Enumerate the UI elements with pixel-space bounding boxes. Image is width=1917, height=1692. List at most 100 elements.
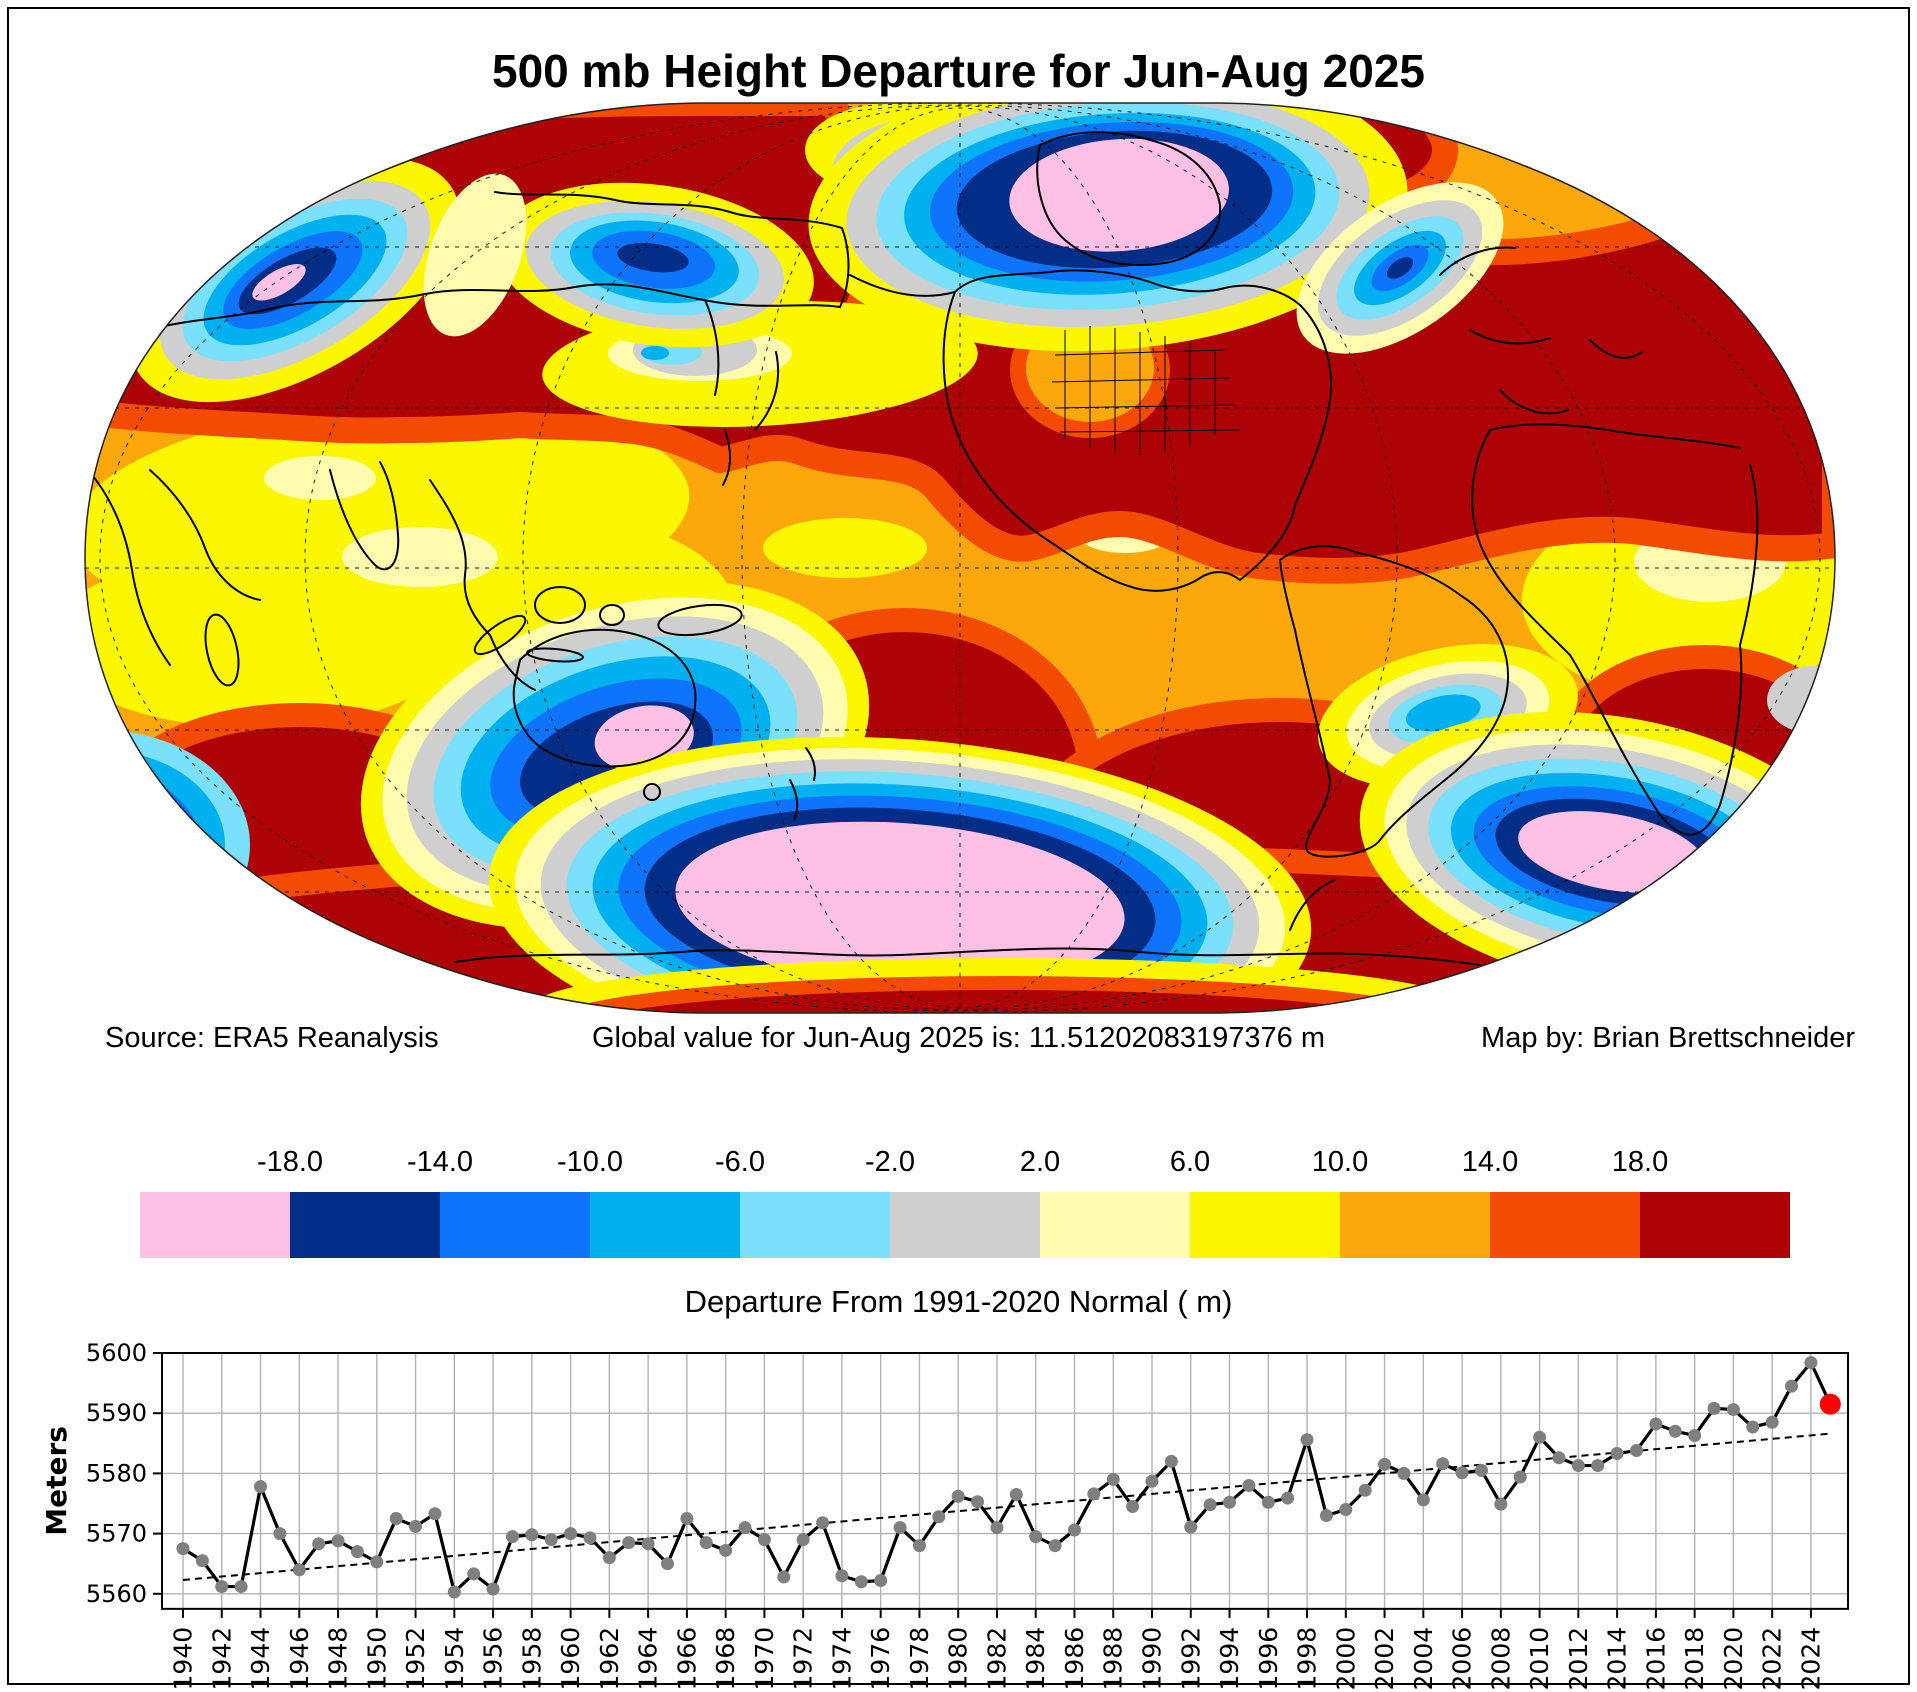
colorbar xyxy=(140,1192,1790,1258)
colorbar-tick: -6.0 xyxy=(715,1146,765,1178)
data-point xyxy=(1746,1420,1760,1434)
data-point xyxy=(1358,1483,1372,1497)
x-tick-label: 2024 xyxy=(1796,1627,1825,1691)
data-point xyxy=(525,1528,539,1542)
data-point xyxy=(971,1495,985,1509)
data-point xyxy=(1164,1454,1178,1468)
source-label: Source: ERA5 Reanalysis xyxy=(105,1022,439,1054)
colorbar-tick: -18.0 xyxy=(256,1146,324,1178)
data-point xyxy=(486,1582,500,1596)
projection-outline xyxy=(84,102,1836,1014)
highlight-point-2025 xyxy=(1819,1393,1841,1415)
colorbar-tick: 18.0 xyxy=(1611,1146,1669,1178)
data-point xyxy=(912,1539,926,1553)
data-point xyxy=(1455,1466,1469,1480)
x-tick-label: 2004 xyxy=(1409,1627,1438,1691)
data-point xyxy=(1649,1417,1663,1431)
data-point xyxy=(1726,1403,1740,1417)
page-title: 500 mb Height Departure for Jun-Aug 2025 xyxy=(492,45,1425,97)
data-point xyxy=(1339,1503,1353,1517)
x-tick-label: 1980 xyxy=(944,1627,973,1691)
data-point xyxy=(796,1533,810,1547)
x-tick-label: 2010 xyxy=(1525,1627,1554,1691)
colorbar-tick: 2.0 xyxy=(1019,1146,1061,1178)
data-point xyxy=(1474,1463,1488,1477)
x-tick-label: 1942 xyxy=(207,1627,236,1691)
y-tick-label: 5600 xyxy=(86,1339,147,1367)
data-point xyxy=(1707,1401,1721,1415)
x-tick-label: 2022 xyxy=(1758,1627,1787,1691)
data-point xyxy=(854,1575,868,1589)
data-point xyxy=(1087,1487,1101,1501)
data-point xyxy=(719,1543,733,1557)
data-point xyxy=(331,1534,345,1548)
x-tick-label: 2014 xyxy=(1603,1627,1632,1691)
pools-gap-pale xyxy=(423,173,527,337)
data-point xyxy=(564,1527,578,1541)
data-point xyxy=(1494,1497,1508,1511)
x-tick-label: 1966 xyxy=(672,1627,701,1691)
x-tick-label: 1960 xyxy=(556,1627,585,1691)
graticule xyxy=(85,103,1835,1013)
x-tick-label: 1996 xyxy=(1254,1627,1283,1691)
data-point xyxy=(1029,1530,1043,1544)
x-tick-label: 2000 xyxy=(1331,1627,1360,1691)
colorbar-tick: -10.0 xyxy=(556,1146,624,1178)
data-point xyxy=(292,1563,306,1577)
data-point xyxy=(370,1555,384,1569)
x-tick-label: 1946 xyxy=(285,1627,314,1691)
data-point xyxy=(1300,1433,1314,1447)
antarctic-rim xyxy=(530,958,1470,1013)
credit-label: Map by: Brian Brettschneider xyxy=(1481,1022,1855,1054)
greenland-cold-pool xyxy=(808,103,1408,352)
colorbar-segment xyxy=(590,1192,740,1258)
y-axis-title: Meters xyxy=(40,1426,73,1536)
colorbar-tick: -14.0 xyxy=(406,1146,474,1178)
x-tick-label: 1940 xyxy=(169,1627,198,1691)
x-tick-label: 1950 xyxy=(362,1627,391,1691)
data-point xyxy=(757,1533,771,1547)
data-point xyxy=(1009,1487,1023,1501)
colorbar-segment xyxy=(1190,1192,1340,1258)
colorbar-segment xyxy=(1340,1192,1490,1258)
x-tick-label: 1952 xyxy=(401,1627,430,1691)
data-point xyxy=(816,1516,830,1530)
data-point xyxy=(680,1512,694,1526)
data-point xyxy=(428,1507,442,1521)
data-point xyxy=(1281,1491,1295,1505)
data-point xyxy=(1261,1495,1275,1509)
x-tick-label: 2002 xyxy=(1370,1627,1399,1691)
data-point xyxy=(505,1530,519,1544)
data-point xyxy=(1513,1470,1527,1484)
data-point xyxy=(1242,1478,1256,1492)
data-point xyxy=(699,1536,713,1550)
data-point xyxy=(1591,1459,1605,1473)
x-tick-label: 1962 xyxy=(595,1627,624,1691)
data-line xyxy=(182,1361,1832,1594)
x-tick-label: 2012 xyxy=(1564,1627,1593,1691)
x-tick-label: 1986 xyxy=(1060,1627,1089,1691)
colorbar-segment xyxy=(1640,1192,1790,1258)
x-tick-label: 1968 xyxy=(711,1627,740,1691)
yellow-anomaly-zones xyxy=(85,401,1835,728)
plot-frame xyxy=(161,1352,1849,1610)
scandinavia-cold-pool xyxy=(1296,182,1504,354)
colorbar-tick: 14.0 xyxy=(1461,1146,1519,1178)
west-siberia-cold-pool xyxy=(130,157,460,403)
data-point xyxy=(1184,1520,1198,1534)
y-tick-label: 5580 xyxy=(86,1459,147,1487)
data-point xyxy=(1688,1428,1702,1442)
trend-line xyxy=(182,1432,1831,1581)
y-tick-label: 5560 xyxy=(86,1580,147,1608)
data-point xyxy=(1126,1500,1140,1514)
data-point xyxy=(254,1480,268,1494)
data-point xyxy=(1067,1523,1081,1537)
x-tick-label: 2018 xyxy=(1680,1627,1709,1691)
x-tick-label: 1976 xyxy=(866,1627,895,1691)
data-point xyxy=(1571,1459,1585,1473)
timeseries-chart: 5560 5570 5580 5590 5600 1940 1942 1944 1946 1948… xyxy=(40,1339,1849,1691)
data-point xyxy=(951,1489,965,1503)
x-tick-label: 1964 xyxy=(634,1627,663,1691)
